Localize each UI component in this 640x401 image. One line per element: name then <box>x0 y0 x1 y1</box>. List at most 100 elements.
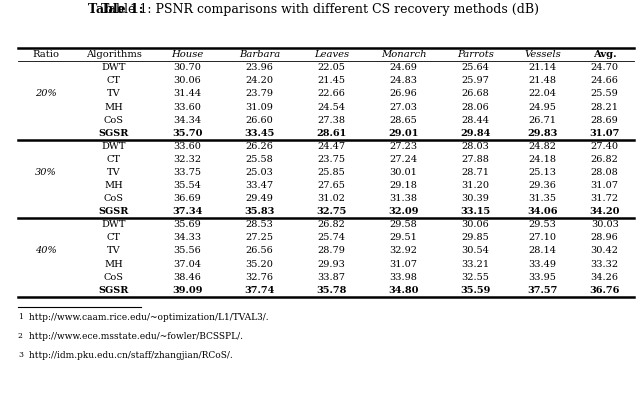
Text: 24.20: 24.20 <box>246 76 273 85</box>
Text: 32.76: 32.76 <box>246 273 273 282</box>
Text: 29.58: 29.58 <box>390 220 417 229</box>
Text: 3: 3 <box>18 351 23 359</box>
Text: 31.20: 31.20 <box>461 181 490 190</box>
Text: 27.23: 27.23 <box>389 142 417 151</box>
Text: 33.49: 33.49 <box>529 259 556 269</box>
Text: 28.96: 28.96 <box>591 233 619 242</box>
Text: CT: CT <box>107 76 121 85</box>
Text: 26.60: 26.60 <box>246 115 273 125</box>
Text: 27.25: 27.25 <box>246 233 273 242</box>
Text: 27.40: 27.40 <box>591 142 619 151</box>
Text: 31.38: 31.38 <box>390 194 417 203</box>
Text: 31.44: 31.44 <box>173 89 202 98</box>
Text: SGSR: SGSR <box>99 286 129 295</box>
Text: Avg.: Avg. <box>593 50 616 59</box>
Text: 26.68: 26.68 <box>461 89 490 98</box>
Text: 35.59: 35.59 <box>460 286 491 295</box>
Text: 33.15: 33.15 <box>460 207 491 216</box>
Text: 31.35: 31.35 <box>529 194 556 203</box>
Text: 23.96: 23.96 <box>246 63 273 72</box>
Text: 25.64: 25.64 <box>461 63 490 72</box>
Text: 29.83: 29.83 <box>527 129 557 138</box>
Text: 35.54: 35.54 <box>173 181 202 190</box>
Text: CT: CT <box>107 233 121 242</box>
Text: 33.95: 33.95 <box>529 273 556 282</box>
Text: SGSR: SGSR <box>99 129 129 138</box>
Text: 22.05: 22.05 <box>317 63 346 72</box>
Text: MH: MH <box>104 181 123 190</box>
Text: 33.21: 33.21 <box>461 259 490 269</box>
Text: 2: 2 <box>18 332 23 340</box>
Text: 37.74: 37.74 <box>244 286 275 295</box>
Text: 30%: 30% <box>35 168 56 177</box>
Text: 30.39: 30.39 <box>461 194 490 203</box>
Text: CoS: CoS <box>104 194 124 203</box>
Text: 28.21: 28.21 <box>591 103 619 111</box>
Text: 29.93: 29.93 <box>317 259 346 269</box>
Text: 26.96: 26.96 <box>390 89 417 98</box>
Text: 28.03: 28.03 <box>461 142 490 151</box>
Text: 32.55: 32.55 <box>461 273 490 282</box>
Text: 33.75: 33.75 <box>173 168 202 177</box>
Text: MH: MH <box>104 259 123 269</box>
Text: 32.32: 32.32 <box>173 155 202 164</box>
Text: 34.33: 34.33 <box>173 233 202 242</box>
Text: 20%: 20% <box>35 89 56 98</box>
Text: 24.69: 24.69 <box>390 63 417 72</box>
Text: CoS: CoS <box>104 273 124 282</box>
Text: Table 1: PSNR comparisons with different CS recovery methods (dB): Table 1: PSNR comparisons with different… <box>101 3 539 16</box>
Text: 35.69: 35.69 <box>173 220 202 229</box>
Text: House: House <box>172 50 204 59</box>
Text: 27.03: 27.03 <box>390 103 417 111</box>
Text: 37.57: 37.57 <box>527 286 557 295</box>
Text: 29.01: 29.01 <box>388 129 419 138</box>
Text: 25.13: 25.13 <box>529 168 556 177</box>
Text: 34.80: 34.80 <box>388 286 419 295</box>
Text: 31.07: 31.07 <box>390 259 417 269</box>
Text: 25.03: 25.03 <box>246 168 273 177</box>
Text: 37.04: 37.04 <box>173 259 202 269</box>
Text: 30.54: 30.54 <box>461 247 490 255</box>
Text: 28.71: 28.71 <box>461 168 490 177</box>
Text: 34.26: 34.26 <box>591 273 619 282</box>
Text: 23.75: 23.75 <box>317 155 346 164</box>
Text: 32.92: 32.92 <box>390 247 417 255</box>
Text: 23.79: 23.79 <box>246 89 273 98</box>
Text: 28.65: 28.65 <box>390 115 417 125</box>
Text: 34.20: 34.20 <box>589 207 620 216</box>
Text: 25.85: 25.85 <box>317 168 346 177</box>
Text: 39.09: 39.09 <box>172 286 203 295</box>
Text: 24.70: 24.70 <box>591 63 619 72</box>
Text: 29.53: 29.53 <box>529 220 556 229</box>
Text: 22.04: 22.04 <box>529 89 556 98</box>
Text: 30.42: 30.42 <box>591 247 619 255</box>
Text: 21.14: 21.14 <box>529 63 556 72</box>
Text: 35.78: 35.78 <box>316 286 347 295</box>
Text: 33.32: 33.32 <box>591 259 619 269</box>
Text: 27.38: 27.38 <box>317 115 346 125</box>
Text: 30.06: 30.06 <box>461 220 490 229</box>
Text: 25.59: 25.59 <box>591 89 619 98</box>
Text: 29.84: 29.84 <box>460 129 491 138</box>
Text: http://idm.pku.edu.cn/staff/zhangjian/RCoS/.: http://idm.pku.edu.cn/staff/zhangjian/RC… <box>26 351 232 360</box>
Text: 25.97: 25.97 <box>461 76 490 85</box>
Text: 33.60: 33.60 <box>173 142 202 151</box>
Text: 31.72: 31.72 <box>591 194 619 203</box>
Text: 28.53: 28.53 <box>246 220 273 229</box>
Text: 29.36: 29.36 <box>529 181 556 190</box>
Text: http://www.ece.msstate.edu/~fowler/BCSSPL/.: http://www.ece.msstate.edu/~fowler/BCSSP… <box>26 332 243 341</box>
Text: 33.87: 33.87 <box>317 273 346 282</box>
Text: 35.20: 35.20 <box>246 259 273 269</box>
Text: 28.69: 28.69 <box>591 115 619 125</box>
Text: 31.02: 31.02 <box>317 194 346 203</box>
Text: DWT: DWT <box>102 220 126 229</box>
Text: 29.85: 29.85 <box>461 233 490 242</box>
Text: 24.54: 24.54 <box>317 103 346 111</box>
Text: 31.07: 31.07 <box>589 129 620 138</box>
Text: 26.82: 26.82 <box>591 155 619 164</box>
Text: 37.34: 37.34 <box>172 207 203 216</box>
Text: Table 1:: Table 1: <box>88 3 143 16</box>
Text: 28.79: 28.79 <box>317 247 346 255</box>
Text: 29.18: 29.18 <box>390 181 417 190</box>
Text: 33.45: 33.45 <box>244 129 275 138</box>
